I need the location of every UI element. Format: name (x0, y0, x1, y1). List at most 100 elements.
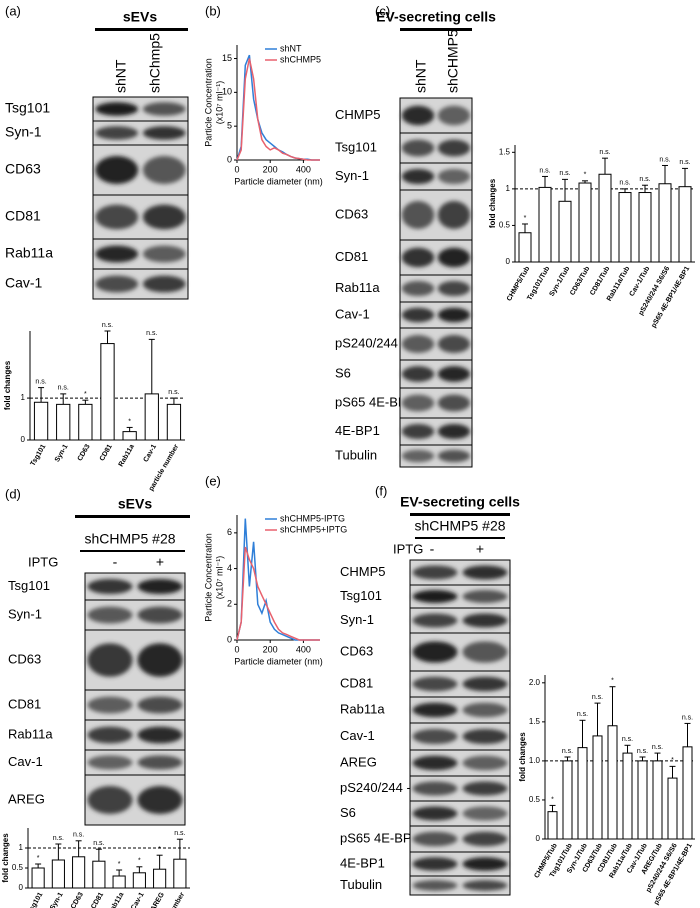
y-tick-label: 15 (222, 53, 232, 63)
row-label: Syn-1 (8, 606, 42, 621)
bar (92, 860, 106, 889)
row-label: Syn-1 (335, 168, 369, 183)
bar (166, 403, 182, 441)
bar (72, 856, 86, 889)
row-label: CHMP5 (340, 564, 386, 579)
panel-label: (f) (375, 483, 387, 498)
significance: * (671, 757, 674, 764)
x-tick-label: 0 (234, 644, 239, 654)
bar (78, 403, 93, 441)
group-label: shCHMP5 #28 (414, 518, 505, 534)
band (462, 781, 508, 796)
band (95, 204, 139, 230)
row-label: pS65 4E-BP1 (335, 394, 414, 409)
x-tick-label: CD81/Tub (589, 265, 611, 296)
bar (518, 232, 532, 263)
x-tick-label: CD81 (90, 891, 105, 908)
series-line (236, 518, 320, 641)
row-label: Cav-1 (335, 306, 370, 321)
y-tick-label: 1 (21, 393, 26, 402)
band (462, 641, 508, 663)
significance: n.s. (93, 840, 104, 847)
group-underline (415, 537, 505, 539)
title-underline (400, 28, 472, 31)
band (412, 781, 458, 796)
series-line (236, 546, 320, 641)
row-label: Tubulin (335, 447, 377, 462)
row-label: Rab11a (340, 701, 385, 716)
bar (637, 760, 648, 840)
band (87, 606, 133, 624)
band (462, 702, 508, 718)
bar (112, 875, 126, 889)
group-label: shCHMP5 #28 (84, 531, 175, 547)
band (437, 247, 471, 268)
panel-label: (e) (205, 473, 221, 488)
significance: * (128, 418, 131, 425)
bar (638, 192, 652, 263)
significance: n.s. (562, 748, 573, 755)
bar (31, 867, 45, 889)
significance: n.s. (682, 714, 693, 721)
significance: n.s. (73, 832, 84, 839)
bar (538, 186, 552, 263)
x-tick-label: 400 (296, 164, 311, 174)
bar (558, 200, 572, 263)
y-tick-label: 0.5 (529, 795, 541, 804)
row-label: CD63 (340, 643, 373, 658)
band (87, 643, 133, 677)
band (401, 335, 435, 353)
x-tick-label: Rab11a (107, 891, 125, 908)
legend-label: shCHMP5-IPTG (280, 513, 345, 523)
bar (100, 343, 115, 441)
bar (658, 183, 672, 263)
y-tick-label: 1.5 (529, 717, 541, 726)
x-tick-label: 200 (263, 164, 278, 174)
significance: * (84, 391, 87, 398)
x-tick-label: Tsg101 (30, 443, 48, 467)
y-tick-label: 2.0 (529, 678, 541, 687)
significance: * (118, 861, 121, 868)
y-axis-label: fold changes (3, 360, 12, 410)
bar (562, 760, 573, 840)
column-label: + (156, 554, 164, 570)
bar (56, 403, 71, 441)
x-tick-label: AREG (150, 891, 166, 908)
x-tick-label: Rab11a (118, 443, 136, 468)
significance: n.s. (559, 170, 570, 177)
significance: n.s. (659, 156, 670, 163)
band (87, 696, 133, 714)
band (412, 613, 458, 628)
band (137, 643, 183, 677)
bar (682, 746, 693, 840)
significance: * (37, 855, 40, 862)
significance: n.s. (639, 176, 650, 183)
x-tick-label: CD63/Tub (569, 265, 591, 296)
significance: n.s. (619, 180, 630, 187)
y-tick-label: 0 (19, 883, 24, 892)
y-axis-label: fold changes (518, 732, 527, 782)
band (137, 696, 183, 714)
bar (652, 760, 663, 840)
significance: n.s. (53, 835, 64, 842)
significance: * (158, 846, 161, 853)
x-tick-label: Cav-1 (130, 891, 146, 908)
band (142, 245, 186, 263)
x-axis-label: Particle diameter (nm) (234, 176, 323, 186)
x-tick-label: CD81 (99, 443, 114, 462)
band (87, 786, 133, 814)
band (462, 806, 508, 821)
significance: n.s. (174, 830, 185, 837)
bar (173, 858, 187, 889)
row-label: Cav-1 (5, 275, 43, 291)
significance: * (551, 796, 554, 803)
bar (678, 186, 692, 263)
row-label: Rab11a (8, 726, 53, 741)
blot-title: sEVs (118, 496, 152, 512)
x-tick-label: pS65 4E-BP1/4E-BP1 (650, 265, 691, 329)
band (401, 201, 435, 229)
x-tick-label: CD63 (77, 443, 92, 462)
bar (144, 393, 159, 441)
bar (667, 777, 678, 840)
y-tick-label: 6 (227, 527, 232, 537)
